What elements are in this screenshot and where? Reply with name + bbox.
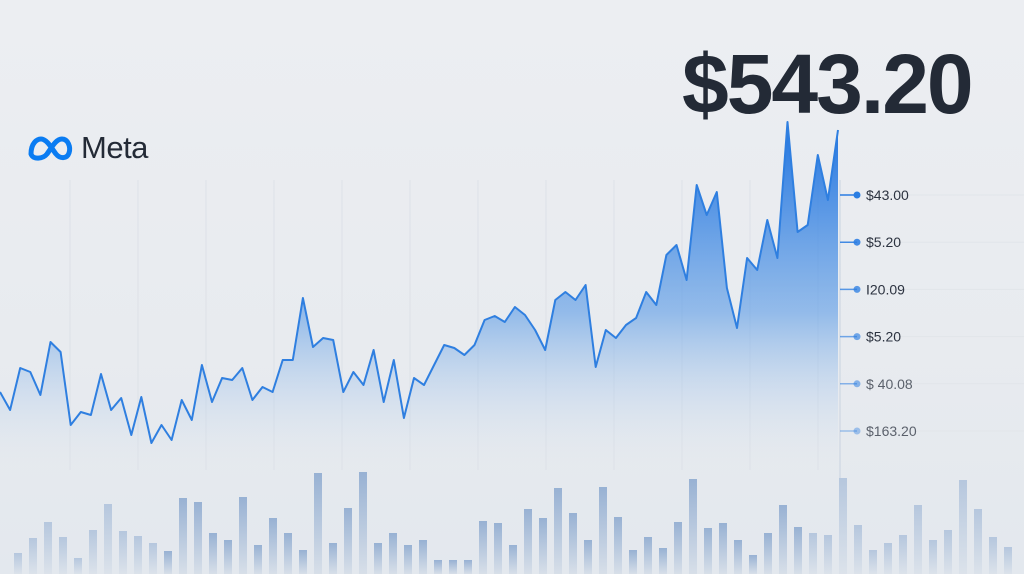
volume-bar	[269, 518, 277, 574]
volume-bar	[239, 497, 247, 574]
volume-bar	[824, 535, 832, 574]
volume-bar	[59, 537, 67, 574]
volume-bar	[689, 479, 697, 574]
volume-bar	[179, 498, 187, 574]
volume-bar	[314, 473, 322, 574]
volume-bar	[719, 523, 727, 574]
volume-bar	[464, 560, 472, 574]
y-tick-label: $ 40.08	[866, 376, 913, 392]
volume-bar	[959, 480, 967, 574]
volume-bar	[644, 537, 652, 574]
y-tick-dot	[853, 380, 861, 388]
volume-bar	[854, 525, 862, 574]
volume-bar	[599, 487, 607, 574]
volume-bar	[344, 508, 352, 574]
volume-bar	[404, 545, 412, 574]
volume-bar	[194, 502, 202, 574]
volume-bar	[374, 543, 382, 574]
volume-bar	[104, 504, 112, 574]
volume-bar	[779, 505, 787, 574]
volume-bar	[914, 505, 922, 574]
volume-bar	[29, 538, 37, 574]
y-tick-dot	[853, 285, 861, 293]
volume-bar	[209, 533, 217, 574]
volume-bar	[299, 550, 307, 574]
y-tick-dot	[853, 238, 861, 246]
volume-bar	[899, 535, 907, 574]
volume-bar	[944, 530, 952, 574]
volume-bar	[884, 543, 892, 574]
y-tick-label: $5.20	[866, 234, 901, 250]
volume-bar	[629, 550, 637, 574]
volume-bar	[674, 522, 682, 574]
volume-bar	[569, 513, 577, 574]
volume-bar	[449, 560, 457, 574]
volume-bar	[164, 551, 172, 574]
volume-bar	[839, 478, 847, 574]
volume-bar	[989, 537, 997, 574]
y-tick-dot	[853, 333, 861, 341]
volume-bar	[419, 540, 427, 574]
y-tick-label: $5.20	[866, 329, 901, 345]
volume-bar	[74, 558, 82, 574]
y-tick-dot	[853, 427, 861, 435]
meta-logo: Meta	[27, 130, 148, 166]
volume-bar	[539, 518, 547, 574]
volume-bar	[749, 555, 757, 574]
volume-bar	[434, 560, 442, 574]
volume-bar	[929, 540, 937, 574]
volume-bar	[224, 540, 232, 574]
brand-name: Meta	[81, 130, 148, 165]
volume-bar	[389, 533, 397, 574]
volume-bar	[584, 540, 592, 574]
volume-bar	[359, 472, 367, 574]
volume-bar	[44, 522, 52, 574]
volume-bar	[554, 488, 562, 574]
volume-bar	[869, 550, 877, 574]
volume-bar	[614, 517, 622, 574]
volume-bar	[509, 545, 517, 574]
y-tick-label: I20.09	[866, 281, 905, 297]
volume-bar	[704, 528, 712, 574]
meta-infinity-icon	[28, 136, 73, 161]
y-tick-label: $163.20	[866, 423, 917, 439]
volume-bar	[794, 527, 802, 574]
volume-bar	[734, 540, 742, 574]
volume-bar	[524, 509, 532, 574]
volume-bar	[764, 533, 772, 574]
volume-bar	[149, 543, 157, 574]
current-price: $543.20	[682, 37, 974, 131]
volume-bar	[974, 509, 982, 574]
volume-bar	[119, 531, 127, 574]
y-tick-dot	[853, 191, 861, 199]
volume-bar	[254, 545, 262, 574]
price-area-fill	[0, 122, 838, 470]
volume-bar	[494, 523, 502, 574]
volume-bar	[809, 533, 817, 574]
price-line	[0, 121, 839, 444]
volume-bar	[89, 530, 97, 574]
volume-bar	[659, 548, 667, 574]
y-tick-label: $43.00	[866, 187, 909, 203]
volume-bar	[284, 533, 292, 574]
volume-bar	[14, 553, 22, 574]
volume-bar	[1004, 547, 1012, 574]
volume-bar	[134, 536, 142, 574]
volume-bar	[329, 543, 337, 574]
volume-bar	[479, 521, 487, 574]
